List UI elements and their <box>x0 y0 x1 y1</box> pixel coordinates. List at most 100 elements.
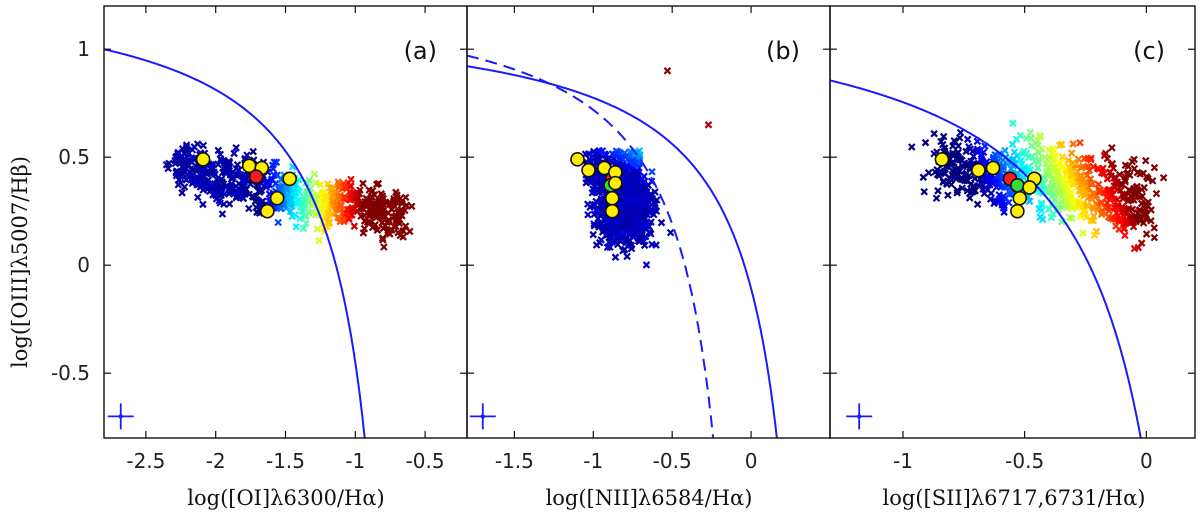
cloud-point <box>956 128 965 137</box>
cloud-point <box>1069 158 1077 167</box>
cloud-point <box>262 178 271 187</box>
cloud-point <box>379 206 388 215</box>
cloud-point <box>629 196 637 205</box>
cloud-point <box>239 194 248 203</box>
highlight-point <box>985 160 1001 176</box>
cloud-point <box>605 231 614 239</box>
cloud-point <box>1007 164 1015 173</box>
cloud-point <box>999 161 1008 170</box>
panel-a-x-axis-label: log([OI]λ6300/Hα) <box>187 486 384 510</box>
highlight-point <box>195 152 211 167</box>
cloud-point <box>1074 197 1083 206</box>
cloud-point <box>955 156 964 164</box>
cloud-point <box>1060 179 1068 188</box>
cloud-point <box>1037 199 1046 207</box>
cloud-point <box>1140 183 1148 192</box>
highlight-point <box>260 203 275 219</box>
cloud-point <box>642 198 650 206</box>
cloud-point <box>994 180 1003 189</box>
panel-c-x-axis-label: log([SII]λ6717,6731/Hα) <box>883 486 1146 510</box>
cloud-point <box>274 218 282 227</box>
cloud-point <box>1028 152 1036 161</box>
cloud-point <box>1150 163 1159 172</box>
cloud-point <box>313 225 322 233</box>
cloud-point <box>617 229 625 237</box>
cloud-point <box>1067 195 1076 203</box>
cloud-point <box>1136 170 1144 178</box>
panel-a-solid-curve <box>104 48 366 438</box>
cloud-point <box>592 241 601 249</box>
cloud-point <box>368 186 377 195</box>
cloud-point <box>347 190 355 198</box>
cloud-point <box>1089 216 1098 225</box>
cloud-point <box>188 179 197 188</box>
cloud-point <box>203 185 212 193</box>
cloud-point <box>640 241 649 250</box>
cloud-point <box>225 200 234 208</box>
cloud-point <box>1079 162 1087 171</box>
cloud-point <box>953 186 962 195</box>
cloud-point <box>618 223 627 232</box>
cloud-point <box>1122 219 1131 227</box>
cloud-point <box>948 149 957 158</box>
cloud-point <box>625 184 633 193</box>
cloud-point <box>592 158 600 166</box>
cloud-point <box>634 237 643 245</box>
cloud-point <box>625 177 634 185</box>
cloud-point <box>947 180 956 189</box>
cloud-point <box>1083 201 1091 210</box>
cloud-point <box>173 152 182 160</box>
cloud-point <box>277 183 285 192</box>
x-tick-label: -1.5 <box>266 449 305 473</box>
cloud-point <box>1058 153 1067 161</box>
cloud-point <box>663 67 672 75</box>
cloud-point <box>1089 162 1098 171</box>
cloud-point <box>651 188 659 196</box>
cloud-point <box>165 159 173 168</box>
cloud-point <box>388 226 396 234</box>
cloud-point <box>302 190 311 198</box>
cloud-point <box>984 180 993 189</box>
cloud-point <box>292 222 300 231</box>
panel-c-label: (c) <box>1133 37 1165 65</box>
cloud-point <box>1147 217 1155 225</box>
cloud-point <box>171 156 179 165</box>
y-tick-label: 1 <box>77 37 90 61</box>
cloud-point <box>329 190 338 198</box>
cloud-point <box>359 179 367 188</box>
cloud-point <box>1009 119 1017 128</box>
cloud-point <box>1106 196 1114 204</box>
cloud-point <box>989 153 998 162</box>
cloud-point <box>293 200 301 208</box>
cloud-point <box>1034 155 1043 164</box>
cloud-point <box>590 210 599 219</box>
cloud-point <box>1049 210 1057 218</box>
cloud-point <box>965 194 974 202</box>
cloud-point <box>270 171 278 179</box>
cloud-point <box>348 203 356 212</box>
panel-b-dashed-curve <box>467 54 715 438</box>
cloud-point <box>615 217 624 226</box>
cloud-point <box>345 215 353 224</box>
cloud-point <box>187 172 196 180</box>
cloud-point <box>199 141 208 150</box>
cloud-point <box>1055 176 1063 185</box>
cloud-point <box>291 211 299 219</box>
cloud-point <box>340 217 348 226</box>
cloud-point <box>1108 191 1116 200</box>
cloud-point <box>1035 205 1043 213</box>
cloud-point <box>226 188 234 197</box>
cloud-point <box>1022 149 1031 158</box>
cloud-point <box>1040 174 1049 182</box>
cloud-point <box>1036 133 1045 141</box>
cloud-point <box>1005 198 1013 207</box>
y-tick-label: -0.5 <box>51 361 90 385</box>
cloud-point <box>977 152 986 161</box>
cloud-point <box>176 179 185 187</box>
panel-a-cloud <box>162 140 416 251</box>
cloud-point <box>232 143 240 152</box>
cloud-point <box>1086 180 1094 188</box>
cloud-point <box>373 226 382 234</box>
cloud-point <box>1125 204 1133 213</box>
cloud-point <box>1068 171 1077 179</box>
